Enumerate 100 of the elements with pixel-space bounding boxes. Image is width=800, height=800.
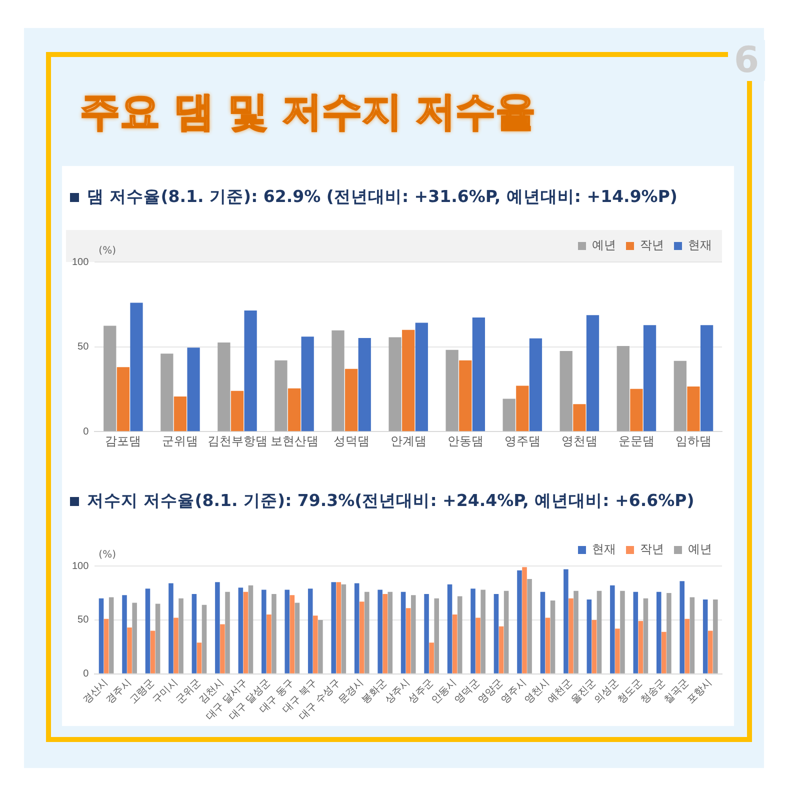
bar (378, 590, 382, 674)
bar (545, 618, 550, 674)
bar (522, 567, 527, 674)
bar (610, 585, 615, 674)
y-tick-label: 100 (72, 256, 90, 268)
bar (332, 330, 344, 432)
legend-label: 작년 (640, 542, 664, 556)
bar (168, 583, 174, 674)
bar (700, 325, 714, 432)
bar (244, 310, 257, 432)
x-tick-label: 보현산댐 (270, 434, 318, 448)
bar (680, 581, 685, 674)
bar (290, 595, 295, 674)
y-tick-label: 0 (83, 426, 90, 438)
bar (457, 596, 462, 674)
bar (662, 632, 666, 674)
bar (262, 590, 266, 674)
bar (564, 569, 568, 674)
text: 주요 댐 및 저수지 저수율 (80, 88, 536, 137)
x-tick-label: 성덕댐 (333, 434, 370, 448)
x-tick-label: 군위댐 (162, 434, 198, 448)
bar (225, 592, 230, 674)
bar (388, 337, 402, 432)
bar (424, 594, 429, 674)
legend-label: 현재 (688, 238, 712, 252)
x-tick-label: 안동댐 (447, 434, 484, 448)
bar (674, 360, 686, 432)
bar (402, 330, 415, 432)
bar (643, 598, 648, 674)
bar (122, 595, 127, 674)
bar (230, 390, 244, 432)
bar (708, 630, 713, 674)
legend-label: 예년 (592, 238, 616, 252)
x-tick-label: 감포댐 (105, 434, 142, 448)
bar (540, 592, 546, 674)
bar (434, 598, 439, 674)
bar (145, 588, 150, 674)
bar (196, 642, 202, 674)
bar (220, 624, 225, 674)
x-tick-label: 영주댐 (504, 434, 540, 448)
bar (116, 367, 130, 432)
bar (187, 348, 200, 432)
y-axis-title: (%) (98, 550, 116, 561)
bar (429, 642, 434, 674)
x-tick-label: 김천부항댐 (207, 434, 268, 448)
x-tick-label: 임하댐 (675, 434, 712, 448)
bar (560, 351, 572, 432)
bar (666, 592, 672, 674)
legend-label: 현재 (592, 542, 616, 556)
bar (127, 628, 132, 674)
bar (410, 595, 416, 674)
bar (104, 618, 109, 674)
bar (592, 620, 597, 674)
y-tick-label: 50 (78, 614, 90, 626)
bar (400, 592, 406, 674)
bar (690, 597, 695, 674)
bar (284, 590, 290, 674)
bar (517, 570, 522, 674)
bar (359, 602, 364, 674)
bar (684, 618, 690, 674)
legend-label: 예년 (688, 542, 712, 556)
bar (272, 594, 276, 674)
bar (573, 404, 586, 432)
bar (192, 594, 197, 674)
bar (568, 598, 574, 674)
bar (218, 342, 230, 432)
bar (318, 620, 323, 674)
bar (354, 583, 360, 674)
bar (504, 590, 509, 674)
chart-title: 저수지 저수율(8.1. 기준): 79.3%(전년대비: +24.4%P, 예년대비: +6.6%P) (86, 490, 694, 512)
bar (574, 590, 578, 674)
bar (415, 322, 428, 432)
bar (274, 360, 288, 432)
bar (266, 614, 272, 674)
bar (529, 338, 542, 432)
bar (174, 618, 178, 674)
bar (248, 585, 254, 674)
bar (459, 360, 472, 432)
bar (630, 388, 643, 432)
bar (656, 592, 662, 674)
bar (336, 582, 342, 674)
x-tick-label: 영천댐 (561, 434, 598, 448)
bar (480, 590, 486, 674)
bar (452, 614, 458, 674)
bar (687, 386, 700, 432)
bar (388, 592, 393, 674)
bar (155, 604, 160, 674)
bar (586, 599, 592, 674)
bar (294, 602, 300, 674)
bar (638, 621, 644, 674)
bar (150, 630, 156, 674)
bar (243, 592, 248, 674)
bar (358, 338, 371, 432)
bar (104, 326, 116, 432)
y-tick-label: 50 (78, 342, 90, 353)
bar (502, 398, 516, 432)
y-tick-label: 100 (72, 560, 90, 572)
bar (550, 600, 556, 674)
x-tick-label: 안계댐 (390, 434, 426, 448)
bar (215, 582, 220, 674)
